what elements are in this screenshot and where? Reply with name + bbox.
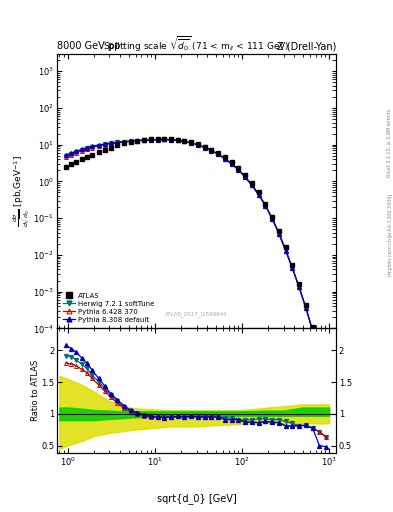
Text: Z (Drell-Yan): Z (Drell-Yan) <box>277 41 336 51</box>
Text: Rivet 3.1.10, ≥ 2.8M events: Rivet 3.1.10, ≥ 2.8M events <box>387 109 392 178</box>
Legend: ATLAS, Herwig 7.2.1 softTune, Pythia 6.428 370, Pythia 8.308 default: ATLAS, Herwig 7.2.1 softTune, Pythia 6.4… <box>61 290 156 325</box>
Text: [arXiv:1306.3436]: [arXiv:1306.3436] <box>387 193 392 237</box>
Y-axis label: Ratio to ATLAS: Ratio to ATLAS <box>31 360 40 421</box>
Text: sqrt{d_0} [GeV]: sqrt{d_0} [GeV] <box>157 494 236 504</box>
Text: 8000 GeV pp: 8000 GeV pp <box>57 41 120 51</box>
Text: ATLAS_2017_I1599844: ATLAS_2017_I1599844 <box>165 312 228 317</box>
Title: Splitting scale $\sqrt{\overline{d_0}}$ (71 < m$_{ll}$ < 111 GeV): Splitting scale $\sqrt{\overline{d_0}}$ … <box>103 34 290 54</box>
Text: mcplots.cern.ch: mcplots.cern.ch <box>387 237 392 275</box>
Y-axis label: $\frac{d\sigma}{d\sqrt{d_0}}$ [pb,GeV$^{-1}$]: $\frac{d\sigma}{d\sqrt{d_0}}$ [pb,GeV$^{… <box>12 155 32 227</box>
